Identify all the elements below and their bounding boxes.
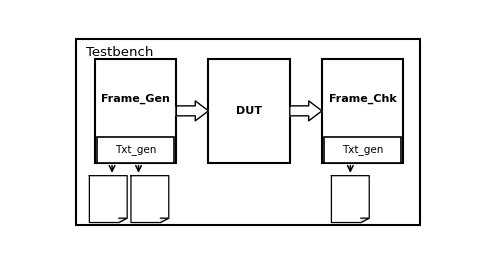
Bar <box>95 59 176 163</box>
Polygon shape <box>290 101 322 121</box>
Polygon shape <box>361 218 369 222</box>
Bar <box>97 137 175 163</box>
Text: Data
_rcv.
v: Data _rcv. v <box>340 183 360 214</box>
Text: Testbench: Testbench <box>85 46 153 59</box>
Bar <box>324 137 401 163</box>
Polygon shape <box>176 101 208 121</box>
Polygon shape <box>161 218 169 222</box>
Text: Txt_gen: Txt_gen <box>115 144 156 155</box>
Text: Txt_gen: Txt_gen <box>342 144 383 155</box>
Text: Frame_Chk: Frame_Chk <box>329 94 396 104</box>
Bar <box>322 59 403 163</box>
Polygon shape <box>131 176 169 222</box>
Text: Data
_gen
.v: Data _gen .v <box>98 183 119 214</box>
Text: Data
_exp.
v: Data _exp. v <box>139 183 161 214</box>
Polygon shape <box>331 176 369 222</box>
Polygon shape <box>119 218 127 222</box>
Polygon shape <box>89 176 127 222</box>
Text: Frame_Gen: Frame_Gen <box>101 94 170 104</box>
Text: DUT: DUT <box>236 106 262 116</box>
Bar <box>208 59 290 163</box>
